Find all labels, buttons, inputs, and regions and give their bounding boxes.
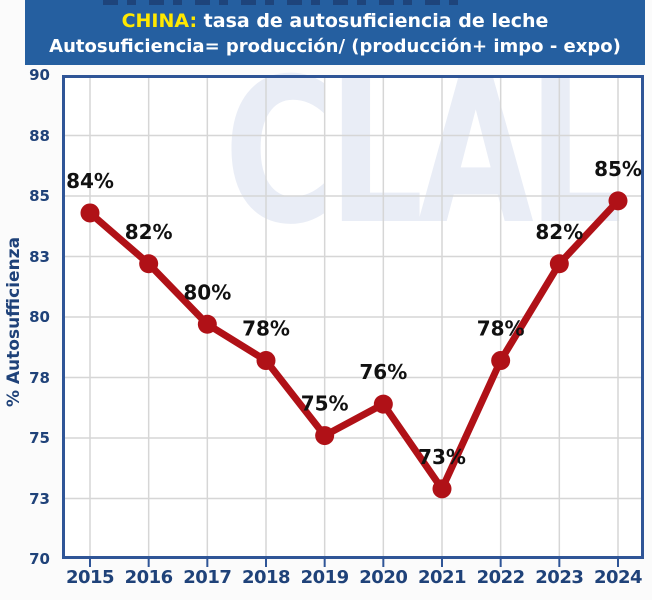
chart-title-text: tasa de autosuficiencia de leche: [197, 10, 549, 32]
y-tick-label: 88: [29, 126, 50, 145]
y-tick-label: 90: [29, 66, 50, 84]
data-point-label: 78%: [242, 317, 290, 341]
line-chart: 84% 82% 80% 78% 75% 76% 73% 78% 82% 85%: [62, 75, 644, 567]
y-tick-label: 78: [29, 368, 50, 387]
x-tick-label: 2022: [476, 567, 526, 588]
y-tick-label: 70: [29, 550, 50, 568]
x-tick-label: 2016: [124, 567, 174, 588]
data-point: [373, 394, 393, 414]
data-point: [549, 254, 569, 274]
data-point: [432, 479, 452, 499]
y-tick-label: 80: [29, 308, 50, 326]
x-tick-label: 2018: [241, 567, 291, 588]
y-tick-label: 73: [29, 489, 50, 508]
data-point: [256, 351, 276, 371]
x-tick-label: 2015: [65, 567, 115, 588]
data-point-label: 84%: [66, 169, 114, 193]
data-point-label: 85%: [594, 157, 642, 181]
x-tick-label: 2023: [535, 567, 584, 588]
data-point: [80, 203, 100, 223]
y-tick-label: 75: [29, 429, 50, 447]
plot-frame: [62, 75, 644, 559]
plot-area: CLAL 84% 82% 80% 78% 75% 76% 73% 78% 82% 85%: [62, 53, 644, 567]
data-point-label: 82%: [125, 220, 173, 244]
data-point-label: 73%: [418, 445, 466, 469]
chart-title: CHINA: tasa de autosuficiencia de leche: [25, 8, 645, 34]
data-point-label: 80%: [183, 280, 231, 304]
data-point: [608, 191, 628, 211]
chart-subtitle: Autosuficiencia= producción/ (producción…: [49, 36, 621, 57]
data-point-label: 75%: [301, 392, 349, 416]
data-point: [197, 314, 217, 334]
chart-title-country: CHINA:: [121, 10, 198, 32]
x-tick-label: 2024: [593, 567, 643, 588]
x-tick-label: 2020: [359, 567, 408, 588]
cutoff-text-remnant: [103, 0, 463, 5]
title-banner: CHINA: tasa de autosuficiencia de leche …: [25, 0, 645, 65]
y-tick-label: 83: [29, 247, 50, 266]
x-tick-label: 2017: [183, 567, 232, 588]
data-point: [315, 426, 335, 446]
data-point-label: 78%: [477, 317, 525, 341]
data-point-label: 76%: [359, 360, 407, 384]
x-tick-label: 2021: [417, 567, 467, 588]
y-tick-label: 85: [29, 187, 50, 205]
x-tick-label: 2019: [300, 567, 350, 588]
data-point-label: 82%: [535, 220, 583, 244]
data-line: [86, 197, 622, 493]
data-point: [491, 351, 511, 371]
data-point: [139, 254, 159, 274]
